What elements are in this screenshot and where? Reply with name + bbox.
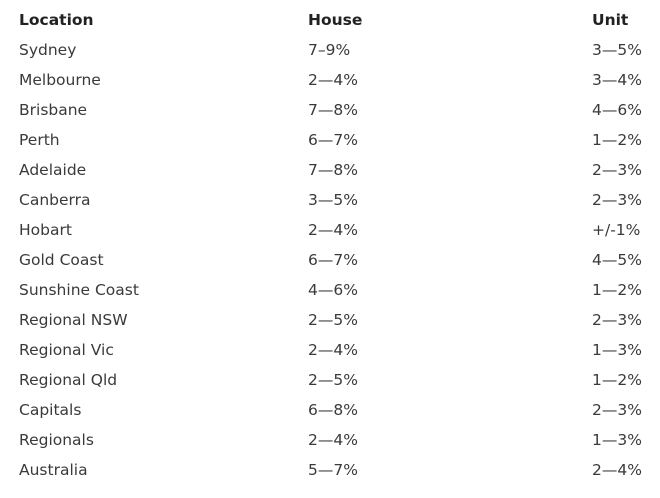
cell-house: 6—7% (308, 131, 358, 149)
table-row: Regional NSW 2—5% 2—3% (19, 305, 652, 335)
cell-location: Adelaide (19, 161, 87, 179)
table-row: Gold Coast 6—7% 4—5% (19, 245, 652, 275)
cell-house: 4—6% (308, 281, 358, 299)
cell-location: Capitals (19, 401, 82, 419)
cell-house: 2—4% (308, 221, 358, 239)
cell-location: Melbourne (19, 71, 101, 89)
cell-unit: 2—3% (592, 191, 642, 209)
table-row: Canberra 3—5% 2—3% (19, 185, 652, 215)
cell-location: Hobart (19, 221, 72, 239)
cell-house: 7—8% (308, 101, 358, 119)
cell-house: 2—5% (308, 311, 358, 329)
cell-house: 6—8% (308, 401, 358, 419)
cell-unit: 1—2% (592, 131, 642, 149)
cell-location: Regionals (19, 431, 94, 449)
cell-unit: 2—3% (592, 311, 642, 329)
cell-location: Perth (19, 131, 60, 149)
header-location: Location (19, 11, 94, 29)
cell-unit: 2—4% (592, 461, 642, 479)
table-row: Adelaide 7—8% 2—3% (19, 155, 652, 185)
cell-location: Gold Coast (19, 251, 104, 269)
table-row: Sydney 7–9% 3—5% (19, 35, 652, 65)
cell-unit: 1—2% (592, 371, 642, 389)
cell-house: 2—4% (308, 71, 358, 89)
table-row: Regionals 2—4% 1—3% (19, 425, 652, 455)
cell-location: Regional Qld (19, 371, 118, 389)
cell-house: 2—4% (308, 341, 358, 359)
cell-house: 2—4% (308, 431, 358, 449)
cell-location: Regional NSW (19, 311, 128, 329)
cell-house: 7—8% (308, 161, 358, 179)
table-row: Regional Qld 2—5% 1—2% (19, 365, 652, 395)
cell-unit: 3—5% (592, 41, 642, 59)
table-row: Capitals 6—8% 2—3% (19, 395, 652, 425)
header-house: House (308, 11, 363, 29)
cell-unit: 2—3% (592, 401, 642, 419)
cell-house: 7–9% (308, 41, 351, 59)
cell-location: Regional Vic (19, 341, 114, 359)
cell-house: 6—7% (308, 251, 358, 269)
cell-unit: 1—3% (592, 341, 642, 359)
cell-unit: 3—4% (592, 71, 642, 89)
cell-location: Sydney (19, 41, 77, 59)
cell-house: 2—5% (308, 371, 358, 389)
cell-location: Brisbane (19, 101, 88, 119)
cell-location: Australia (19, 461, 88, 479)
cell-unit: +/-1% (592, 221, 641, 239)
cell-unit: 2—3% (592, 161, 642, 179)
table-row: Regional Vic 2—4% 1—3% (19, 335, 652, 365)
table-row: Australia 5—7% 2—4% (19, 455, 652, 485)
cell-unit: 4—6% (592, 101, 642, 119)
table-row: Brisbane 7—8% 4—6% (19, 95, 652, 125)
table-row: Perth 6—7% 1—2% (19, 125, 652, 155)
cell-unit: 1—3% (592, 431, 642, 449)
table-row: Hobart 2—4% +/-1% (19, 215, 652, 245)
header-unit: Unit (592, 11, 629, 29)
cell-unit: 4—5% (592, 251, 642, 269)
table-row: Melbourne 2—4% 3—4% (19, 65, 652, 95)
table-header-row: Location House Unit (19, 5, 652, 35)
cell-location: Sunshine Coast (19, 281, 139, 299)
cell-unit: 1—2% (592, 281, 642, 299)
table-row: Sunshine Coast 4—6% 1—2% (19, 275, 652, 305)
forecast-table: Location House Unit Sydney 7–9% 3—5% Melbou… (19, 5, 652, 485)
cell-location: Canberra (19, 191, 91, 209)
cell-house: 5—7% (308, 461, 358, 479)
cell-house: 3—5% (308, 191, 358, 209)
